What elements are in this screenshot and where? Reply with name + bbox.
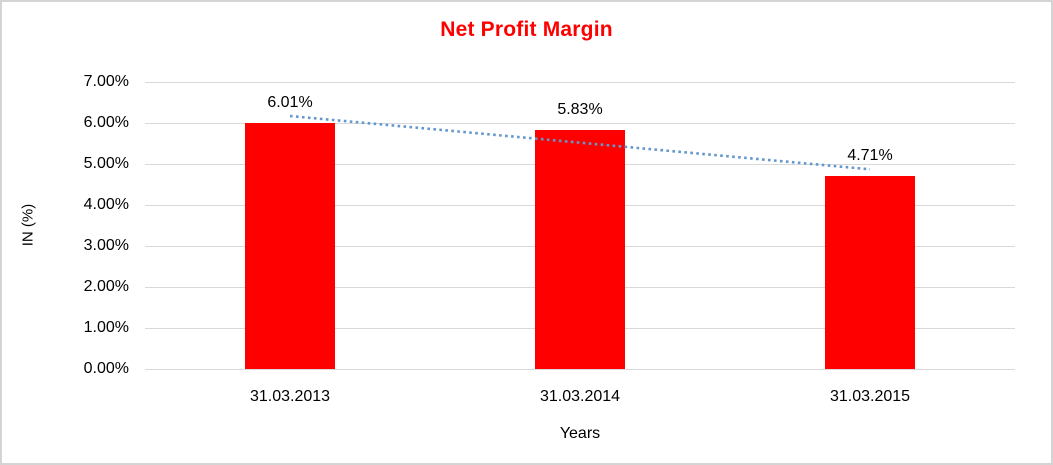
y-axis-tick-label: 6.00% <box>83 114 129 131</box>
bar-31.03.2013 <box>245 123 335 369</box>
y-axis-tick-label: 4.00% <box>83 196 129 213</box>
x-axis-tick-label: 31.03.2013 <box>249 388 331 405</box>
data-label: 6.01% <box>267 94 313 111</box>
y-axis-tick-label: 2.00% <box>83 278 129 295</box>
y-axis-tick-label: 0.00% <box>83 360 129 377</box>
bar-31.03.2015 <box>825 176 915 369</box>
y-axis-tick-label: 1.00% <box>83 319 129 336</box>
x-axis-tick-label: 31.03.2014 <box>539 388 621 405</box>
data-label: 5.83% <box>557 101 603 118</box>
gridline <box>145 82 1015 83</box>
x-axis-tick-label: 31.03.2015 <box>829 388 911 405</box>
data-label: 4.71% <box>847 147 893 164</box>
y-axis-tick-label: 3.00% <box>83 237 129 254</box>
y-axis-tick-label: 5.00% <box>83 155 129 172</box>
chart-title: Net Profit Margin <box>440 18 613 41</box>
x-axis-title: Years <box>559 425 601 442</box>
y-axis-tick-label: 7.00% <box>83 73 129 90</box>
y-axis-title: IN (%) <box>19 203 37 247</box>
bar-31.03.2014 <box>535 130 625 369</box>
gridline <box>145 369 1015 370</box>
